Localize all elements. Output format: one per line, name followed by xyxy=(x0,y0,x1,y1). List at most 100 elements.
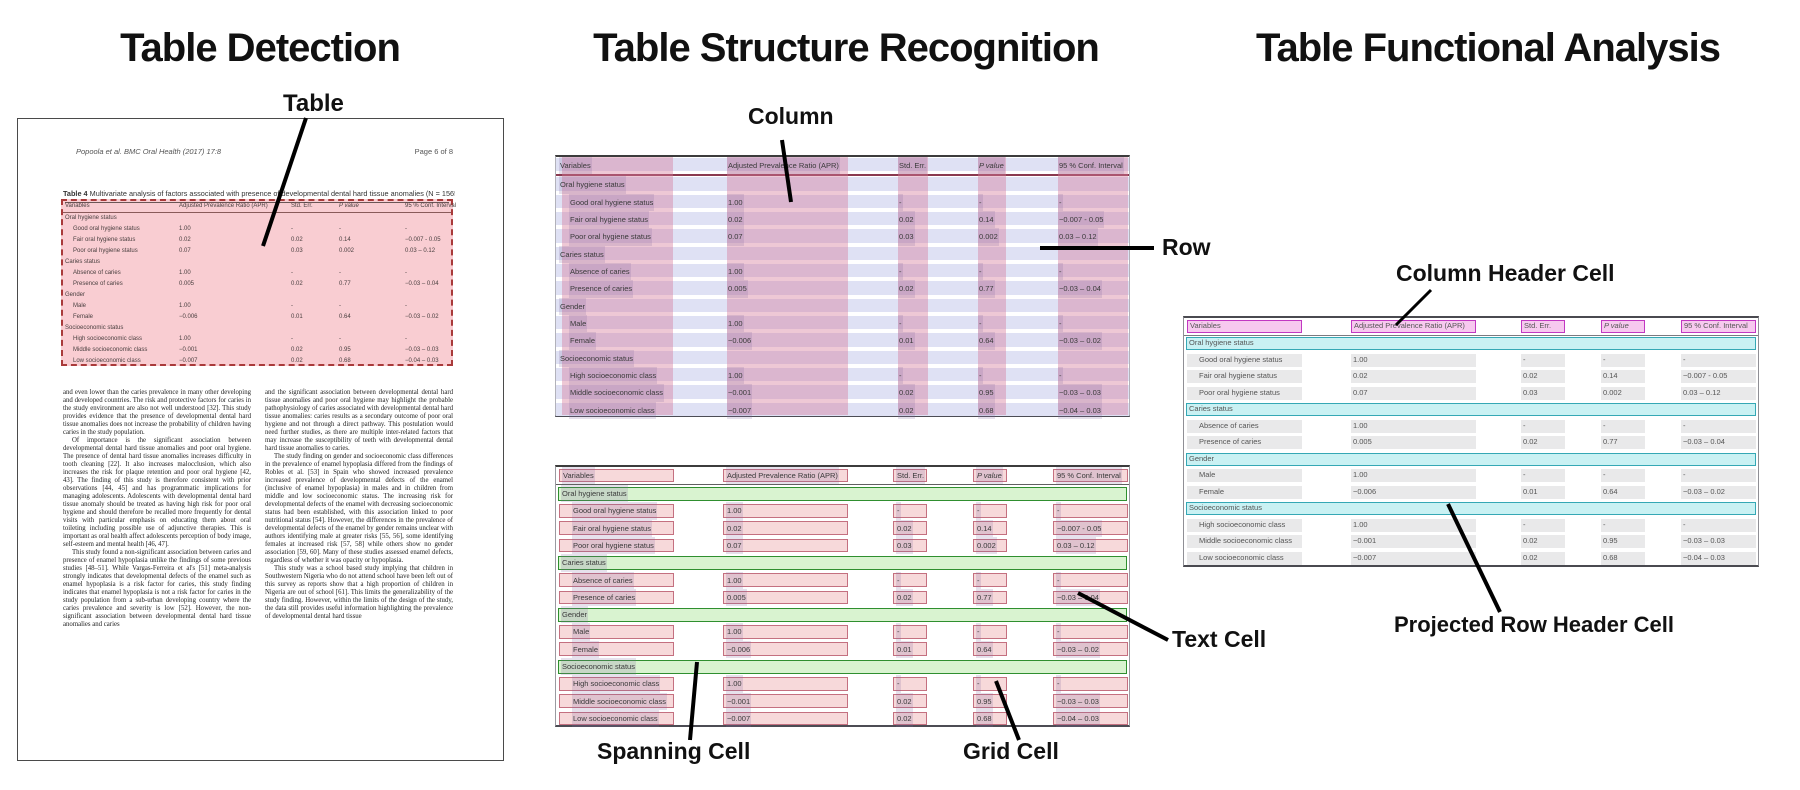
table-row: Absence of caries 1.00 - - - xyxy=(556,571,1129,589)
grid-cell: - xyxy=(1601,518,1645,532)
grid-cell: - xyxy=(1681,419,1756,433)
table-cell: - xyxy=(339,226,341,232)
grid-cell: Low socioeconomic class xyxy=(1187,551,1302,565)
row-band xyxy=(556,316,1129,330)
row-band xyxy=(556,229,1129,243)
column-header-cell: Variables xyxy=(559,466,674,485)
table-cell: - xyxy=(405,226,407,232)
grid-cell: −0.007 xyxy=(1351,551,1476,565)
table-cell: −0.007 xyxy=(179,358,198,364)
grid-cell: - xyxy=(1521,518,1565,532)
table-row: Poor oral hygiene status 0.07 0.03 0.002 0.0… xyxy=(556,536,1129,555)
table-row: Gender xyxy=(556,606,1129,624)
row-band xyxy=(556,385,1129,399)
table-cell: 95 % Conf. Interval xyxy=(405,203,457,209)
table-row: Caries status xyxy=(556,245,1129,264)
table-row: Good oral hygiene status 1.00 - - - xyxy=(63,224,451,235)
text-cell: Presence of caries xyxy=(559,588,674,607)
table-row: Low socioeconomic class −0.007 0.02 0.68 −0.… xyxy=(63,356,451,367)
table-row: Socioeconomic status xyxy=(556,349,1129,368)
grid-cell: 1.00 xyxy=(1351,469,1476,482)
table-cell: −0.03 – 0.03 xyxy=(405,347,439,353)
table-row: Female −0.006 0.01 0.64 −0.03 – 0.02 xyxy=(556,640,1129,659)
text-cell: - xyxy=(973,502,1007,520)
table-cell: Female xyxy=(73,314,94,320)
text-cell: - xyxy=(973,675,1007,693)
structure-rows-columns-table: Variables Adjusted Prevalence Ratio (APR)… xyxy=(555,155,1130,420)
table-cell: Std. Err. xyxy=(291,203,313,209)
grid-cell: - xyxy=(1681,353,1756,367)
table-cell: - xyxy=(898,263,903,281)
table-cell: 0.95 xyxy=(339,347,351,353)
text-cell: 0.02 xyxy=(723,519,848,537)
text-cell: High socioeconomic class xyxy=(559,675,674,693)
row-band xyxy=(556,333,1129,347)
table-cell: 0.07 xyxy=(179,248,191,254)
row-band xyxy=(556,368,1129,382)
table-row: Good oral hygiene status 1.00 - - - xyxy=(556,502,1129,520)
grid-cell: 0.64 xyxy=(1601,485,1645,499)
text-cell: 0.07 xyxy=(723,536,848,555)
text-cell: 1.00 xyxy=(723,571,848,589)
table-cell: - xyxy=(978,315,983,333)
grid-cell: - xyxy=(1681,518,1756,532)
table-row: Presence of caries 0.005 0.02 0.77 −0.03 – 0… xyxy=(1184,435,1758,452)
table-cell: High socioeconomic class xyxy=(569,367,658,385)
table-cell: −0.03 – 0.04 xyxy=(405,281,439,287)
row-band xyxy=(556,281,1129,295)
table-cell: −0.007 xyxy=(727,401,753,420)
table-cell: 1.00 xyxy=(727,367,744,385)
table-cell: 0.002 xyxy=(339,248,355,254)
table-row: Gender xyxy=(1184,451,1758,468)
grid-cell: −0.03 – 0.02 xyxy=(1681,485,1756,499)
table-cell: 0.77 xyxy=(339,281,351,287)
table-cell: High socioeconomic class xyxy=(73,336,143,342)
structure-cells-table: Variables Adjusted Prevalence Ratio (APR)… xyxy=(555,465,1130,728)
table-label: Table xyxy=(283,90,344,117)
table-cell: 0.005 xyxy=(727,280,748,298)
table-row: Variables Adjusted Prevalence Ratio (APR)… xyxy=(63,201,456,213)
table-row: Oral hygiene status xyxy=(556,485,1129,503)
table-cell: 0.07 xyxy=(727,228,744,246)
text-cell: −0.03 – 0.03 xyxy=(1053,692,1128,710)
table-cell: 0.02 xyxy=(179,237,191,243)
table-cell: −0.03 – 0.02 xyxy=(1058,332,1102,350)
table-cell: −0.03 – 0.02 xyxy=(405,314,439,320)
table-caption: Table 4 Multivariate analysis of factors… xyxy=(63,189,455,198)
table-cell: Presence of caries xyxy=(73,281,123,287)
table-cell: 0.002 xyxy=(978,228,999,246)
table-cell: Adjusted Prevalence Ratio (APR) xyxy=(727,157,840,175)
table-cell: - xyxy=(978,263,983,281)
table-cell: - xyxy=(898,315,903,333)
table-row: Low socioeconomic class −0.007 0.02 0.68 −0.… xyxy=(556,709,1129,728)
table-cell: 1.00 xyxy=(727,263,744,281)
table-cell: Low socioeconomic class xyxy=(73,358,141,364)
page-number: Page 6 of 8 xyxy=(414,147,453,156)
grid-cell: −0.006 xyxy=(1351,485,1476,499)
table-cell: Middle socioeconomic class xyxy=(73,347,148,353)
row-band xyxy=(556,212,1129,226)
table-cell: −0.03 – 0.04 xyxy=(1058,280,1102,298)
table-row: Middle socioeconomic class −0.001 0.02 0.95… xyxy=(556,692,1129,710)
table-cell: Presence of caries xyxy=(569,280,634,298)
paragraph: This study found a non-significant assoc… xyxy=(63,549,251,629)
table-cell: - xyxy=(405,303,407,309)
paragraph: The study finding on gender and socioeco… xyxy=(265,453,453,565)
table-cell: 0.03 – 0.12 xyxy=(405,248,436,254)
grid-cell: 0.07 xyxy=(1351,386,1476,400)
row-band xyxy=(556,158,1129,172)
table-cell: - xyxy=(898,193,903,212)
grid-cell: 1.00 xyxy=(1351,353,1476,367)
table-row: Oral hygiene status xyxy=(1184,336,1758,353)
table-cell: 0.03 – 0.12 xyxy=(1058,228,1098,246)
grid-cell: High socioeconomic class xyxy=(1187,518,1302,532)
text-cell: Female xyxy=(559,640,674,659)
table-cell: Good oral hygiene status xyxy=(569,193,655,212)
text-cell: Middle socioeconomic class xyxy=(559,692,674,710)
table-cell: Poor oral hygiene status xyxy=(73,248,138,254)
text-cell: Fair oral hygiene status xyxy=(559,519,674,537)
text-cell: 0.002 xyxy=(973,536,1007,555)
column-header-cell: Adjusted Prevalence Ratio (APR) xyxy=(723,466,848,485)
table-cell: 0.01 xyxy=(291,314,303,320)
table-cell: Variables xyxy=(65,203,90,209)
